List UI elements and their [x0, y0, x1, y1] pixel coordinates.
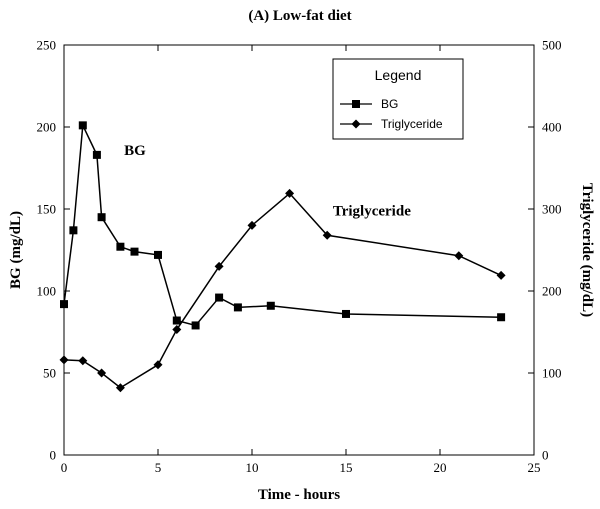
annotation-triglyceride: Triglyceride	[333, 204, 411, 220]
point-triglyceride	[247, 220, 257, 230]
point-bg	[154, 250, 162, 259]
y2-tick-label: 200	[542, 284, 562, 299]
y2-tick-label: 100	[542, 366, 562, 381]
chart-title: (A) Low-fat diet	[248, 8, 351, 24]
point-bg	[78, 121, 87, 130]
point-triglyceride	[496, 270, 506, 280]
point-triglyceride	[454, 251, 464, 261]
point-bg	[130, 247, 139, 256]
point-bg	[497, 313, 506, 322]
legend-marker-bg	[352, 100, 360, 108]
y2-tick-label: 500	[542, 38, 562, 53]
annotation-bg: BG	[124, 143, 146, 159]
point-bg	[97, 213, 106, 222]
point-triglyceride	[153, 360, 163, 370]
x-tick-label: 5	[155, 460, 162, 475]
legend-marker-triglyceride	[351, 119, 361, 129]
y2-tick-label: 0	[542, 448, 549, 463]
y2-tick-label: 300	[542, 202, 562, 217]
y-tick-label: 250	[37, 38, 57, 53]
y-tick-label: 100	[37, 284, 57, 299]
y-tick-label: 200	[37, 120, 57, 135]
point-triglyceride	[214, 261, 224, 271]
series-layer	[59, 121, 506, 393]
x-tick-label: 15	[340, 460, 353, 475]
legend-label-bg: BG	[381, 97, 398, 111]
plot-frame	[63, 44, 535, 456]
point-bg	[116, 242, 125, 251]
point-bg	[60, 300, 68, 309]
x-tick-label: 25	[528, 460, 541, 475]
y-tick-label: 50	[43, 366, 56, 381]
legend-title: Legend	[375, 67, 422, 83]
point-triglyceride	[172, 325, 182, 335]
y-tick-label: 0	[50, 448, 57, 463]
point-bg	[342, 309, 350, 318]
point-bg	[172, 316, 181, 325]
legend: Legend BG Triglyceride	[332, 58, 464, 140]
point-bg	[191, 321, 200, 330]
x-axis-label: Time - hours	[258, 487, 340, 503]
x-tick-label: 20	[434, 460, 447, 475]
y2-tick-label: 400	[542, 120, 562, 135]
point-bg	[215, 293, 224, 302]
point-triglyceride	[285, 188, 295, 198]
x-tick-label: 0	[61, 460, 68, 475]
point-bg	[233, 303, 242, 312]
x-tick-label: 10	[246, 460, 259, 475]
legend-label-triglyceride: Triglyceride	[381, 117, 443, 131]
y-axis-label: BG (mg/dL)	[8, 211, 24, 289]
point-bg	[69, 226, 78, 235]
y2-axis-label: Triglyceride (mg/dL)	[579, 183, 595, 317]
y-tick-label: 150	[37, 202, 57, 217]
point-triglyceride	[97, 368, 107, 378]
annotation-layer: BG Triglyceride	[124, 143, 411, 220]
point-bg	[266, 301, 275, 310]
axes: 0 5 10 15 20 25050100150200250010020030040050…	[37, 38, 562, 476]
point-triglyceride	[322, 230, 332, 240]
point-bg	[92, 150, 101, 159]
point-triglyceride	[115, 383, 125, 393]
point-triglyceride	[59, 355, 69, 365]
point-triglyceride	[78, 356, 88, 366]
series-line-triglyceride	[63, 192, 502, 389]
